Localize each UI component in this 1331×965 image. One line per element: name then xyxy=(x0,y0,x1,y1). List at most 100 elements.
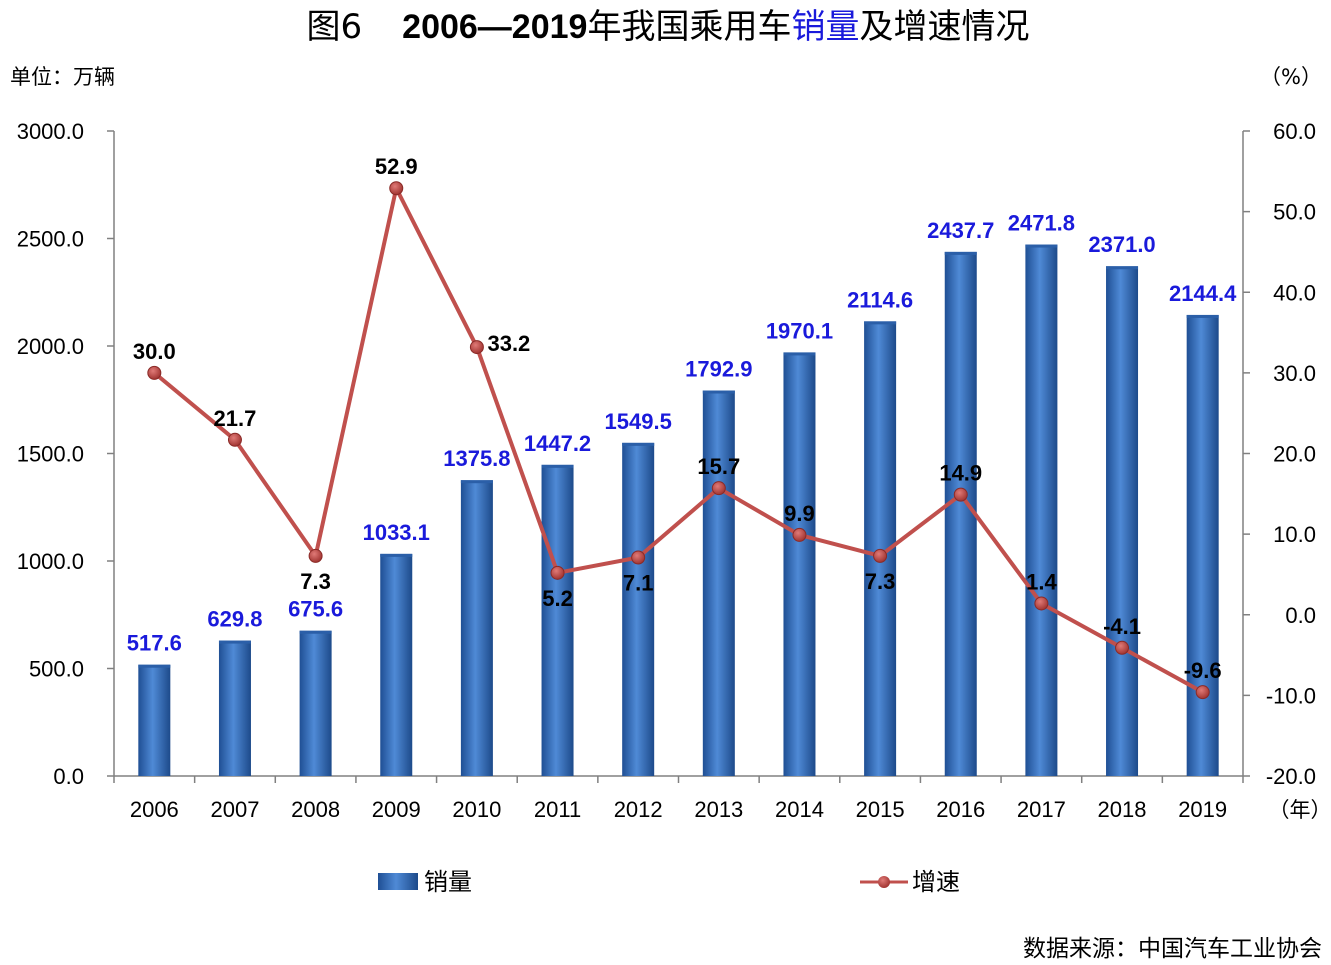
legend-bar-swatch xyxy=(378,873,418,890)
growth-value-label: 15.7 xyxy=(697,454,740,479)
growth-point xyxy=(308,548,323,563)
sales-bar-top xyxy=(541,464,574,468)
x-tick-label: 2014 xyxy=(775,797,824,822)
sales-value-label: 1970.1 xyxy=(766,318,833,343)
growth-point xyxy=(1034,596,1049,611)
growth-labels: 30.0 21.7 7.3 52.9 33.2 5.2 7.1 15.7 9.9 7.3 14.9 1… xyxy=(133,154,1222,683)
left-tick-label: 2000.0 xyxy=(17,334,84,359)
legend-growth-label: 增速 xyxy=(912,868,960,896)
sales-bar-top xyxy=(1186,314,1219,318)
sales-bar-top xyxy=(864,321,897,325)
chart-title: 图6 2006—2019年我国乘用车销量及增速情况 xyxy=(307,7,1030,47)
sales-value-label: 1033.1 xyxy=(363,520,430,545)
right-axis-unit: （%） xyxy=(1260,65,1322,89)
right-tick-label: 10.0 xyxy=(1273,522,1316,547)
sales-bar xyxy=(783,352,816,776)
x-tick-label: 2016 xyxy=(936,797,985,822)
x-axis-ticks: 2006 2007 2008 2009 2010 2011 2012 2013 2014 2015… xyxy=(113,776,1244,822)
sales-value-label: 2471.8 xyxy=(1008,211,1075,236)
growth-point xyxy=(1195,685,1210,700)
x-tick-label: 2008 xyxy=(291,797,340,822)
sales-bar-top xyxy=(138,664,171,668)
growth-value-label: -4.1 xyxy=(1103,614,1141,639)
growth-value-label: 7.1 xyxy=(623,571,654,596)
sales-bar xyxy=(541,464,574,776)
x-tick-label: 2019 xyxy=(1178,797,1227,822)
sales-bar xyxy=(1186,314,1219,776)
growth-value-label: 21.7 xyxy=(214,406,257,431)
sales-value-label: 2437.7 xyxy=(927,218,994,243)
sales-value-label: 1549.5 xyxy=(605,409,672,434)
growth-point xyxy=(873,548,888,563)
x-tick-label: 2013 xyxy=(694,797,743,822)
growth-line xyxy=(147,181,1210,700)
left-tick-label: 3000.0 xyxy=(17,119,84,144)
sales-value-label: 1447.2 xyxy=(524,431,591,456)
x-tick-label: 2007 xyxy=(210,797,259,822)
right-tick-label: -20.0 xyxy=(1266,764,1316,789)
growth-point xyxy=(227,432,242,447)
sales-bar-top xyxy=(944,251,977,255)
legend-line-marker xyxy=(878,876,890,888)
growth-value-label: 7.3 xyxy=(865,569,896,594)
right-tick-label: 40.0 xyxy=(1273,280,1316,305)
growth-value-label: 1.4 xyxy=(1026,569,1057,594)
right-tick-label: 0.0 xyxy=(1285,603,1316,628)
sales-bar-top xyxy=(622,442,655,446)
legend-sales-label: 销量 xyxy=(424,868,472,896)
growth-point xyxy=(711,481,726,496)
x-tick-label: 2010 xyxy=(452,797,501,822)
x-tick-label: 2015 xyxy=(856,797,905,822)
growth-line-path xyxy=(153,186,1204,694)
right-tick-label: 50.0 xyxy=(1273,200,1316,225)
right-axis-ticks: -20.0 -10.0 0.0 10.0 20.0 30.0 40.0 50.0 60.0 xyxy=(1243,119,1316,789)
growth-point xyxy=(631,550,646,565)
sales-bar-top xyxy=(1106,266,1139,270)
data-source: 数据来源：中国汽车工业协会 xyxy=(1023,936,1322,962)
x-tick-label: 2011 xyxy=(534,797,581,822)
x-tick-label: 2009 xyxy=(372,797,421,822)
sales-bar xyxy=(702,390,735,776)
sales-bar-top xyxy=(299,630,332,634)
right-tick-label: -10.0 xyxy=(1266,683,1316,708)
growth-value-label: -9.6 xyxy=(1184,658,1222,683)
sales-bar xyxy=(218,640,251,776)
growth-value-label: 30.0 xyxy=(133,339,176,364)
growth-point xyxy=(147,365,162,380)
legend: 销量 增速 xyxy=(378,868,960,896)
sales-bar-top xyxy=(783,352,816,356)
sales-bar xyxy=(944,251,977,776)
left-tick-label: 500.0 xyxy=(29,657,84,682)
sales-value-label: 2371.0 xyxy=(1088,232,1155,257)
sales-value-label: 2114.6 xyxy=(847,287,913,312)
sales-bars xyxy=(138,244,1219,777)
left-axis-unit: 单位：万辆 xyxy=(10,65,115,89)
growth-value-label: 52.9 xyxy=(375,154,418,179)
right-tick-label: 60.0 xyxy=(1273,119,1316,144)
growth-point xyxy=(550,565,565,580)
x-tick-label: 2018 xyxy=(1098,797,1147,822)
left-tick-label: 0.0 xyxy=(53,764,84,789)
x-tick-label: 2017 xyxy=(1017,797,1066,822)
sales-bar xyxy=(1025,244,1058,777)
sales-bar xyxy=(622,442,655,776)
sales-value-label: 1375.8 xyxy=(443,446,510,471)
growth-point xyxy=(953,487,968,502)
sales-value-label: 675.6 xyxy=(288,597,343,622)
growth-value-label: 9.9 xyxy=(784,501,815,526)
left-tick-label: 1500.0 xyxy=(17,442,84,467)
left-tick-label: 2500.0 xyxy=(17,227,84,252)
sales-bar xyxy=(380,553,413,776)
sales-value-label: 517.6 xyxy=(127,631,182,656)
growth-point xyxy=(1115,640,1130,655)
sales-bar xyxy=(299,630,332,776)
sales-value-label: 2144.4 xyxy=(1169,281,1237,306)
left-tick-label: 1000.0 xyxy=(17,549,84,574)
growth-point xyxy=(389,181,404,196)
sales-bar-top xyxy=(702,390,735,394)
growth-value-label: 7.3 xyxy=(300,569,331,594)
sales-bar-top xyxy=(218,640,251,644)
right-tick-label: 30.0 xyxy=(1273,361,1316,386)
growth-value-label: 14.9 xyxy=(939,461,982,486)
